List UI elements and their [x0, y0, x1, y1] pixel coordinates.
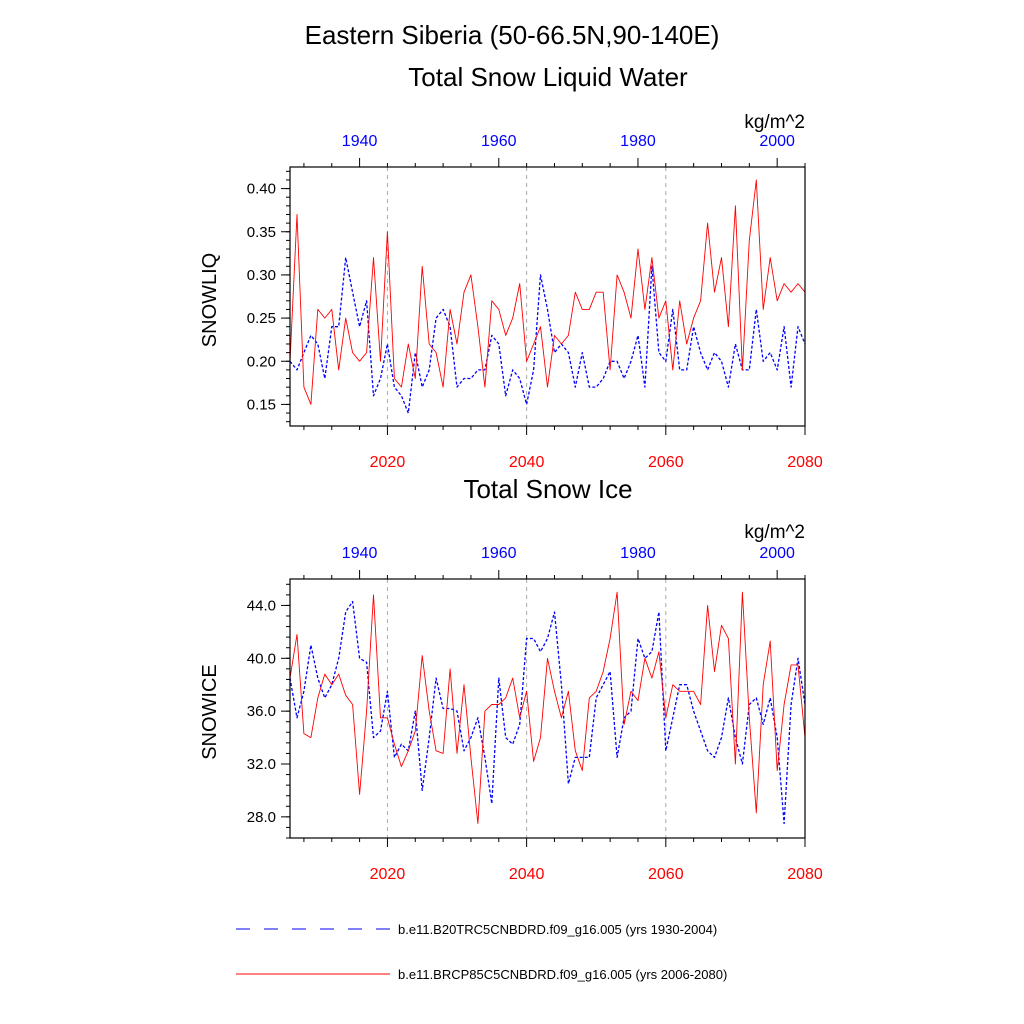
- grid-lines: [386, 579, 667, 838]
- x-bottom-tick-label: 2020: [370, 454, 406, 471]
- legend-label-future: b.e11.BRCP85C5CNBDRD.f09_g16.005 (yrs 20…: [398, 967, 727, 982]
- snowice-panel: Total Snow Ice kg/m^2 SNOWICE 28.0 32.0 36…: [199, 474, 823, 883]
- y-tick-label: 0.30: [247, 267, 276, 284]
- x-bottom-tick-label: 2040: [509, 866, 545, 883]
- units-label: kg/m^2: [744, 522, 805, 543]
- series-line-historical: [289, 600, 806, 825]
- series-lines: [289, 179, 806, 414]
- snowliq-panel: Total Snow Liquid Water kg/m^2 SNOWLIQ 0…: [199, 62, 823, 471]
- x-top-tick-label: 1980: [620, 133, 656, 150]
- y-tick-label: 0.20: [247, 353, 276, 370]
- units-label: kg/m^2: [744, 112, 805, 133]
- y-tick-label: 36.0: [247, 703, 276, 720]
- plot-frame: [289, 578, 806, 839]
- x-top-tick-label: 1940: [342, 545, 378, 562]
- x-top-tick-label: 1940: [342, 133, 378, 150]
- grid-lines: [386, 167, 667, 426]
- x-top-tick-label: 2000: [759, 545, 795, 562]
- series-line-future: [289, 591, 806, 824]
- y-tick-label: 32.0: [247, 756, 276, 773]
- y-tick-label: 28.0: [247, 809, 276, 826]
- legend: b.e11.B20TRC5CNBDRD.f09_g16.005 (yrs 193…: [236, 922, 727, 982]
- x-bottom-tick-label: 2060: [648, 866, 684, 883]
- y-axis-label: SNOWLIQ: [199, 253, 221, 347]
- y-tick-label: 40.0: [247, 650, 276, 667]
- x-top-tick-label: 2000: [759, 133, 795, 150]
- x-bottom-tick-label: 2080: [787, 454, 823, 471]
- y-tick-label: 44.0: [247, 597, 276, 614]
- series-line-future: [289, 179, 806, 405]
- x-bottom-tick-label: 2060: [648, 454, 684, 471]
- main-title: Eastern Siberia (50-66.5N,90-140E): [305, 20, 720, 50]
- x-bottom-tick-label: 2040: [509, 454, 545, 471]
- y-tick-label: 0.40: [247, 181, 276, 198]
- x-top-tick-label: 1960: [481, 545, 517, 562]
- x-bottom-tick-label: 2080: [787, 866, 823, 883]
- x-top-tick-label: 1980: [620, 545, 656, 562]
- x-top-tick-label: 1960: [481, 133, 517, 150]
- x-bottom-tick-label: 2020: [370, 866, 406, 883]
- y-tick-label: 0.35: [247, 224, 276, 241]
- panel-title: Total Snow Liquid Water: [408, 62, 688, 92]
- axis-ticks: 0.15 0.20 0.25 0.30 0.35 0.40 2020 2040 2060 2080…: [247, 133, 823, 471]
- panel-title: Total Snow Ice: [463, 474, 632, 504]
- plot-frame: [289, 166, 806, 427]
- y-tick-label: 0.25: [247, 310, 276, 327]
- y-axis-label: SNOWICE: [199, 664, 221, 760]
- y-tick-label: 0.15: [247, 396, 276, 413]
- axis-ticks: 28.0 32.0 36.0 40.0 44.0 2020 2040 2060 2080 1940…: [247, 545, 823, 883]
- series-line-historical: [289, 256, 806, 414]
- series-lines: [289, 591, 806, 825]
- legend-label-historical: b.e11.B20TRC5CNBDRD.f09_g16.005 (yrs 193…: [398, 922, 717, 937]
